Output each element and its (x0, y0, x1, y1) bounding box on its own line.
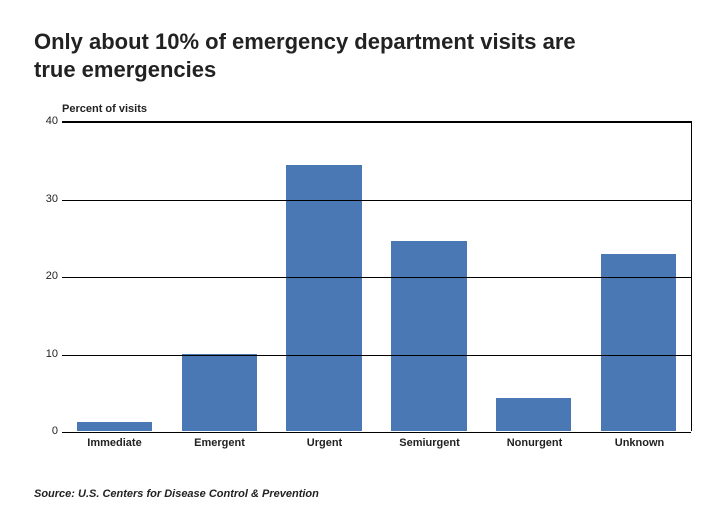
x-tick-label: Immediate (62, 433, 167, 449)
bar (496, 398, 571, 431)
bar (286, 165, 361, 431)
bar (391, 241, 466, 431)
chart-title: Only about 10% of emergency department v… (34, 28, 594, 83)
chart-container: ImmediateEmergentUrgentSemiurgentNonurge… (34, 121, 692, 461)
y-tick-label: 0 (34, 425, 58, 437)
y-tick-label: 20 (34, 270, 58, 282)
grid-line (62, 122, 691, 123)
grid-line (62, 355, 691, 356)
x-tick-label: Emergent (167, 433, 272, 449)
x-tick-label: Semiurgent (377, 433, 482, 449)
bar (182, 354, 257, 432)
plot-area (62, 121, 692, 431)
y-axis-label: Percent of visits (62, 103, 692, 115)
bar (77, 422, 152, 431)
x-axis-labels: ImmediateEmergentUrgentSemiurgentNonurge… (62, 433, 692, 449)
x-tick-label: Unknown (587, 433, 692, 449)
grid-line (62, 277, 691, 278)
bar (601, 254, 676, 431)
source-attribution: Source: U.S. Centers for Disease Control… (34, 488, 319, 500)
x-tick-label: Urgent (272, 433, 377, 449)
grid-line (62, 200, 691, 201)
y-tick-label: 10 (34, 348, 58, 360)
y-tick-label: 40 (34, 115, 58, 127)
x-tick-label: Nonurgent (482, 433, 587, 449)
y-tick-label: 30 (34, 193, 58, 205)
